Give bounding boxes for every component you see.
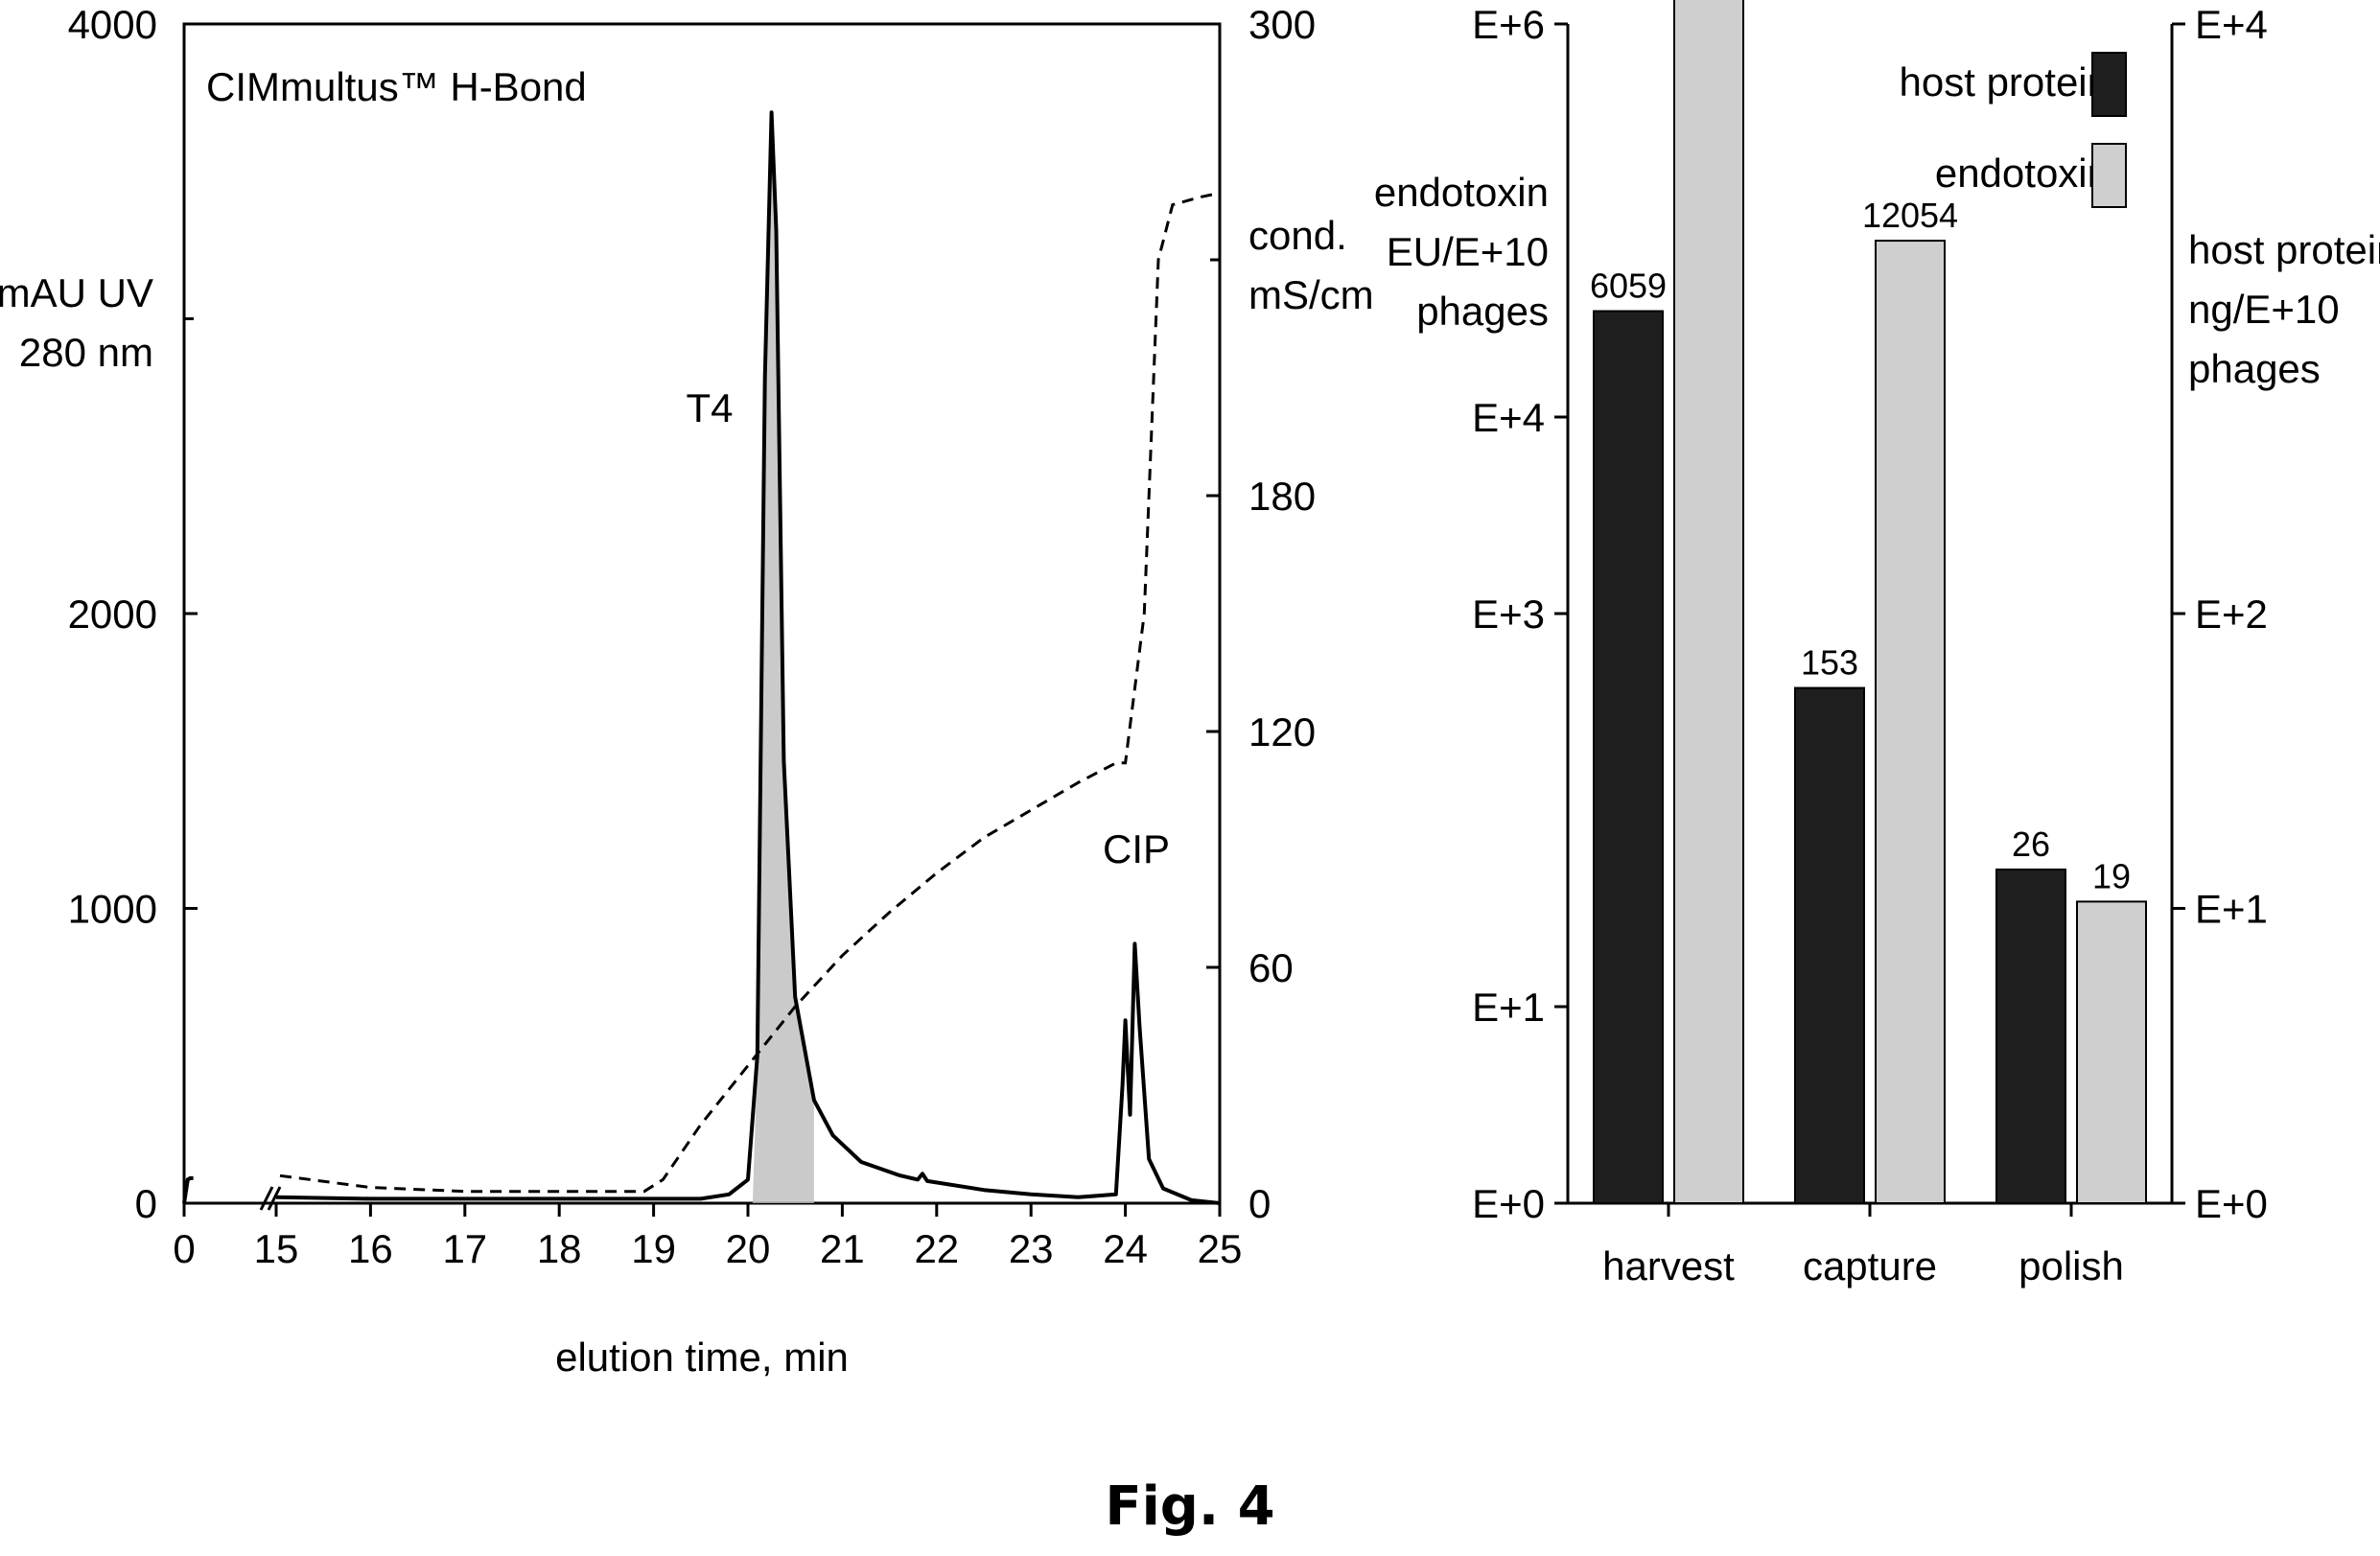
legend-swatch-endotoxin xyxy=(2091,143,2127,208)
chromatogram-title: CIMmultus™ H-Bond xyxy=(206,64,587,109)
chromatogram-ticks: 0 15 16 17 18 19 20 21 22 23 24 2501000200040000601… xyxy=(68,2,1317,1271)
bar-left-y-tick-label: E+0 xyxy=(1472,1181,1545,1226)
legend-swatch-host-protein xyxy=(2091,52,2127,117)
bar-chart-bars: harvest6059177524capture15312054polish26… xyxy=(1590,0,2147,1289)
cip-peak-annotation: CIP xyxy=(1103,826,1170,871)
right-y-tick-label: 180 xyxy=(1248,474,1316,519)
bar-right-y-label-line1: host protein xyxy=(2188,227,2380,272)
left-y-axis-label-line1: mAU UV xyxy=(0,270,153,315)
legend: host protein endotoxin xyxy=(1900,52,2127,208)
endotoxin-bar-capture xyxy=(1875,240,1946,1204)
right-y-tick-label: 120 xyxy=(1248,709,1316,755)
host-protein-value-label-polish: 26 xyxy=(2012,824,2050,864)
bar-left-y-label-line2: EU/E+10 xyxy=(1387,229,1549,274)
x-tick-label: 23 xyxy=(1009,1226,1054,1271)
bar-right-y-tick-label: E+2 xyxy=(2195,592,2268,637)
x-axis-break-mark xyxy=(259,1186,282,1211)
uv-trace xyxy=(275,110,1221,1205)
x-axis-label: elution time, min xyxy=(555,1335,849,1380)
host-protein-value-label-capture: 153 xyxy=(1801,643,1858,683)
bar-right-y-label-line2: ng/E+10 xyxy=(2188,287,2340,332)
conductivity-trace xyxy=(279,191,1221,1194)
t4-peak-area xyxy=(752,112,814,1203)
endotoxin-value-label-polish: 19 xyxy=(2092,856,2131,895)
bar-category-label-capture: capture xyxy=(1803,1243,1937,1289)
x-tick-label: 25 xyxy=(1198,1226,1243,1271)
x-tick-label: 22 xyxy=(914,1226,959,1271)
left-y-axis-label-line2: 280 nm xyxy=(19,330,153,375)
bar-right-y-label-line3: phages xyxy=(2188,346,2321,391)
right-y-tick-label: 300 xyxy=(1248,2,1316,47)
x-tick-label: 0 xyxy=(173,1226,195,1271)
left-y-tick-label: 4000 xyxy=(68,2,157,47)
x-tick-label: 15 xyxy=(254,1226,299,1271)
right-y-axis-label-line2: mS/cm xyxy=(1248,272,1374,317)
bar-left-y-tick-label: E+6 xyxy=(1472,2,1545,47)
bar-left-y-tick-label: E+3 xyxy=(1472,592,1545,637)
chromatogram-frame xyxy=(182,22,1222,1205)
bar-chart-ticks: E+0 E+1 E+3 E+4 E+6 E+0 E+1 E+2 E+4 xyxy=(1472,2,2268,1226)
bar-left-y-tick-label: E+4 xyxy=(1472,395,1545,440)
figure-label: Fig. 4 xyxy=(1105,1475,1274,1538)
host-protein-bar-harvest xyxy=(1593,310,1664,1204)
legend-label-host-protein: host protein xyxy=(1900,59,2110,105)
bar-chart: E+0 E+1 E+3 E+4 E+6 E+0 E+1 E+2 E+4 harvest 6059 1… xyxy=(1374,0,2380,1289)
bar-left-y-label-line3: phages xyxy=(1416,289,1549,334)
x-tick-label: 16 xyxy=(348,1226,393,1271)
x-tick-label: 24 xyxy=(1103,1226,1148,1271)
endotoxin-value-label-capture: 12054 xyxy=(1862,196,1958,235)
right-y-tick-label: 0 xyxy=(1248,1181,1271,1226)
right-y-axis-label-line1: cond. xyxy=(1248,213,1347,258)
bar-right-y-tick-label: E+4 xyxy=(2195,2,2268,47)
chromatogram-series xyxy=(182,110,1221,1205)
right-y-tick-label: 60 xyxy=(1248,945,1294,990)
bar-right-y-tick-label: E+0 xyxy=(2195,1181,2268,1226)
host-protein-value-label-harvest: 6059 xyxy=(1590,267,1667,306)
left-y-tick-label: 2000 xyxy=(68,592,157,637)
bar-category-label-polish: polish xyxy=(2018,1243,2124,1289)
chromatogram-chart: 0 15 16 17 18 19 20 21 22 23 24 2501000200040000601… xyxy=(0,2,1374,1380)
left-y-tick-label: 1000 xyxy=(68,887,157,932)
uv-trace-start xyxy=(182,1175,194,1204)
x-tick-label: 21 xyxy=(820,1226,865,1271)
x-tick-label: 20 xyxy=(726,1226,771,1271)
left-y-tick-label: 0 xyxy=(135,1181,157,1226)
x-tick-label: 19 xyxy=(631,1226,676,1271)
bar-category-label-harvest: harvest xyxy=(1602,1243,1735,1289)
t4-peak-shaded-area xyxy=(752,112,814,1203)
host-protein-bar-capture xyxy=(1794,686,1865,1204)
bar-left-y-tick-label: E+1 xyxy=(1472,985,1545,1030)
bar-left-y-label-line1: endotoxin xyxy=(1374,170,1549,215)
legend-label-endotoxin: endotoxin xyxy=(1935,151,2110,196)
endotoxin-bar-polish xyxy=(2076,900,2147,1205)
t4-peak-annotation: T4 xyxy=(686,385,733,430)
x-tick-label: 18 xyxy=(537,1226,582,1271)
x-tick-label: 17 xyxy=(442,1226,487,1271)
host-protein-bar-polish xyxy=(1995,868,2066,1204)
bar-right-y-tick-label: E+1 xyxy=(2195,887,2268,932)
endotoxin-bar-harvest xyxy=(1673,0,1744,1205)
